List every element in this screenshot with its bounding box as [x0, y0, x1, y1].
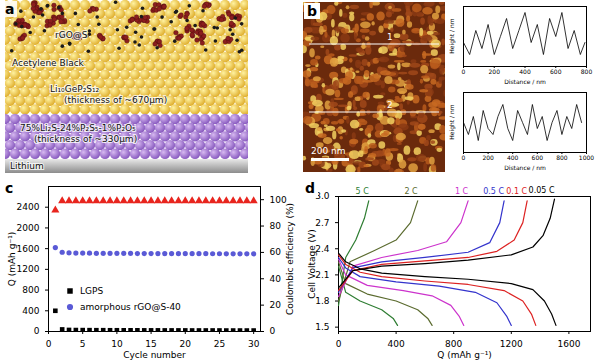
- svg-text:Q (mAh g⁻¹): Q (mAh g⁻¹): [437, 350, 492, 360]
- svg-text:30: 30: [248, 339, 260, 349]
- svg-text:1200: 1200: [500, 339, 523, 349]
- svg-text:2.4: 2.4: [315, 244, 330, 254]
- svg-text:0: 0: [462, 154, 466, 161]
- svg-text:Lithium: Lithium: [10, 161, 44, 171]
- svg-text:1000: 1000: [579, 154, 594, 161]
- svg-text:Distance / nm: Distance / nm: [504, 78, 546, 85]
- svg-text:Coulombic efficiency (%): Coulombic efficiency (%): [285, 203, 295, 315]
- svg-text:0: 0: [34, 326, 40, 336]
- svg-text:Q (mAh g⁻¹): Q (mAh g⁻¹): [7, 232, 17, 287]
- svg-text:(thickness of ~330μm): (thickness of ~330μm): [34, 134, 137, 144]
- html-text:a: a: [5, 1, 15, 17]
- svg-text:0.5 C: 0.5 C: [483, 187, 504, 196]
- svg-text:amorphous rGO@S-40: amorphous rGO@S-40: [80, 302, 181, 312]
- html-text:Height / nm: Height / nm: [447, 104, 455, 140]
- svg-text:200: 200: [482, 154, 494, 161]
- svg-text:rGO@S: rGO@S: [55, 30, 88, 40]
- svg-text:2 C: 2 C: [404, 187, 418, 196]
- svg-text:1.5: 1.5: [315, 322, 329, 332]
- svg-text:10: 10: [111, 339, 123, 349]
- svg-text:Cell Voltage (V): Cell Voltage (V): [307, 229, 317, 298]
- svg-text:0: 0: [270, 326, 276, 336]
- svg-text:200 nm: 200 nm: [311, 146, 346, 156]
- svg-text:Cycle number: Cycle number: [123, 350, 186, 360]
- svg-text:800: 800: [22, 285, 39, 295]
- svg-text:2.7: 2.7: [315, 218, 329, 228]
- svg-text:400: 400: [22, 306, 39, 316]
- svg-text:20: 20: [180, 339, 192, 349]
- svg-text:1: 1: [387, 32, 393, 42]
- svg-text:25: 25: [214, 339, 225, 349]
- svg-text:5: 5: [80, 339, 86, 349]
- svg-text:0.05 C: 0.05 C: [529, 186, 555, 195]
- svg-text:LGPS: LGPS: [80, 286, 103, 296]
- svg-text:200: 200: [489, 68, 501, 75]
- svg-text:400: 400: [388, 339, 405, 349]
- svg-text:0: 0: [336, 339, 342, 349]
- svg-text:600: 600: [550, 68, 562, 75]
- svg-text:1600: 1600: [557, 339, 580, 349]
- svg-text:100: 100: [270, 195, 287, 205]
- svg-text:80: 80: [270, 221, 282, 231]
- html-text:Height / nm: Height / nm: [447, 18, 455, 54]
- svg-text:(thickness of ~670μm): (thickness of ~670μm): [64, 95, 167, 105]
- svg-text:75%Li₂S-24%P₂S₅-1%P₂O₅: 75%Li₂S-24%P₂S₅-1%P₂O₅: [20, 123, 136, 133]
- svg-text:0.1 C: 0.1 C: [506, 187, 527, 196]
- svg-text:1600: 1600: [17, 244, 40, 254]
- svg-text:2: 2: [387, 100, 393, 110]
- svg-text:15: 15: [145, 339, 156, 349]
- svg-text:2400: 2400: [17, 202, 40, 212]
- html-text:c: c: [5, 180, 14, 196]
- svg-text:60: 60: [270, 247, 282, 257]
- svg-text:Li₁₀GeP₂S₁₂: Li₁₀GeP₂S₁₂: [50, 84, 100, 94]
- svg-text:1.8: 1.8: [315, 296, 330, 306]
- svg-text:400: 400: [519, 68, 531, 75]
- svg-text:400: 400: [507, 154, 519, 161]
- svg-text:800: 800: [556, 154, 568, 161]
- html-text:d: d: [305, 180, 315, 196]
- svg-text:800: 800: [445, 339, 462, 349]
- svg-text:Acetylene Black: Acetylene Black: [12, 58, 85, 68]
- svg-text:600: 600: [532, 154, 544, 161]
- svg-text:800: 800: [581, 68, 593, 75]
- svg-text:1200: 1200: [17, 264, 40, 274]
- svg-text:1 C: 1 C: [455, 187, 469, 196]
- svg-text:20: 20: [270, 300, 282, 310]
- svg-text:40: 40: [270, 274, 282, 284]
- svg-text:0: 0: [462, 68, 466, 75]
- svg-text:2000: 2000: [17, 223, 40, 233]
- svg-text:0: 0: [46, 339, 52, 349]
- svg-text:3.0: 3.0: [315, 191, 330, 202]
- html-text:b: b: [307, 3, 317, 19]
- svg-text:2.1: 2.1: [315, 270, 329, 280]
- svg-text:Distance / nm: Distance / nm: [504, 164, 546, 171]
- svg-text:5 C: 5 C: [356, 187, 370, 196]
